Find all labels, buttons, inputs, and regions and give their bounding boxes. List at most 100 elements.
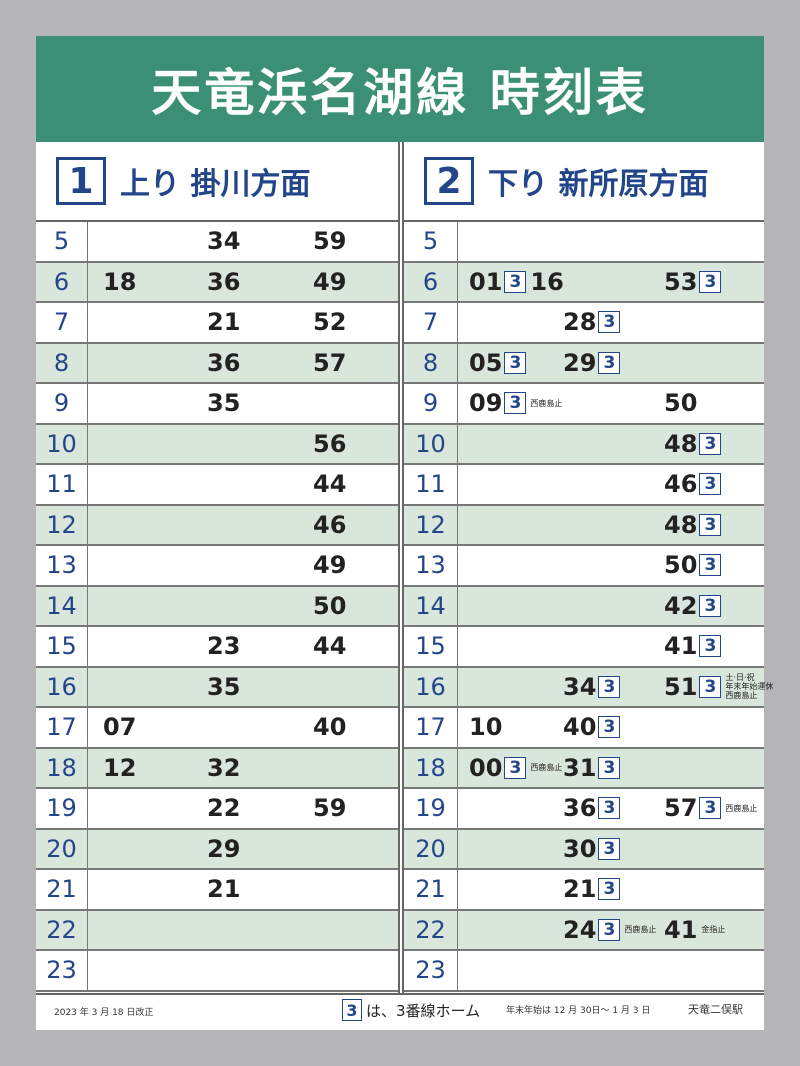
minute-slot: 10 [469, 708, 502, 747]
table-row: 23 [36, 951, 398, 992]
minute-slot: 50 [313, 587, 346, 626]
hour-cell: 23 [36, 951, 88, 990]
minute-slot: 18 [103, 263, 136, 302]
departure-minute: 01 [469, 267, 503, 296]
departure: 30 3 [563, 834, 621, 863]
departure: 29 3 [563, 349, 621, 377]
departure: 34 3 [563, 673, 621, 701]
minute-slot: 09 3 西鹿島止 [469, 384, 562, 423]
departure: 48 3 [664, 430, 722, 458]
table-row: 22 [36, 910, 398, 951]
minute-slot: 51 3 土·日·祝 年末年始運休 西鹿島止 [664, 668, 773, 707]
table-row: 14 50 [36, 586, 398, 627]
hour-cell: 5 [404, 222, 458, 261]
departure-minute: 35 [207, 672, 241, 701]
hour-cell: 12 [404, 505, 458, 544]
departure: 31 3 [563, 754, 621, 782]
minute-slot: 23 [207, 627, 240, 666]
departure-minute: 57 [313, 348, 347, 377]
table-row: 21 21 3 [404, 870, 764, 911]
minute-slot: 28 3 [563, 303, 621, 342]
hour-cell: 7 [404, 303, 458, 342]
platform-3-badge: 3 [598, 675, 621, 698]
platform-3-badge: 3 [504, 351, 527, 374]
minute-slot: 21 [207, 870, 240, 909]
table-row: 7 21 52 [36, 303, 398, 344]
hour-cell: 12 [36, 505, 88, 544]
hour-cell: 22 [404, 910, 458, 949]
departure: 29 [207, 835, 240, 863]
departure-minute: 21 [563, 875, 597, 904]
platform-3-badge: 3 [504, 270, 527, 293]
hour-cell: 9 [36, 384, 88, 423]
departure: 59 [313, 794, 346, 822]
departure-minute: 41 [664, 915, 698, 944]
departure: 44 [313, 470, 346, 498]
departure: 40 3 [563, 713, 621, 741]
table-row: 21 21 [36, 870, 398, 911]
departure-minute: 59 [313, 794, 347, 823]
platform-3-badge: 3 [699, 270, 722, 293]
platform-3-badge: 3 [598, 351, 621, 374]
platform-3-badge: 3 [598, 311, 621, 334]
departure: 50 3 [664, 551, 722, 579]
departure-minute: 22 [207, 794, 241, 823]
table-row: 20 30 3 [404, 829, 764, 870]
table-row: 12 46 [36, 505, 398, 546]
departure-minute: 53 [664, 267, 698, 296]
hour-cell: 17 [404, 708, 458, 747]
departure-minute: 41 [664, 632, 698, 661]
departure-note: 西鹿島止 [624, 925, 657, 935]
hour-cell: 22 [36, 910, 88, 949]
departure-minute: 16 [530, 267, 564, 296]
minute-slot: 34 [207, 222, 240, 261]
departure-minute: 35 [207, 389, 241, 418]
hour-cell: 13 [36, 546, 88, 585]
departure-minute: 21 [207, 308, 241, 337]
platform-3-badge: 3 [504, 392, 527, 415]
departure: 44 [313, 632, 346, 660]
departure-minute: 30 [563, 834, 597, 863]
departure: 28 3 [563, 308, 621, 337]
table-row: 5 34 59 [36, 222, 398, 263]
table-row: 6 18 36 49 [36, 262, 398, 303]
platform-3-badge: 3 [504, 756, 527, 779]
departure: 16 [530, 268, 563, 296]
legend-text: は、3番線ホーム [366, 1001, 481, 1020]
departure: 36 [207, 349, 240, 377]
departure: 59 [313, 227, 346, 255]
minute-slot: 59 [313, 789, 346, 828]
minute-slot: 07 [103, 708, 136, 747]
platform-3-badge: 3 [598, 918, 621, 941]
departure: 53 3 [664, 267, 722, 296]
minute-slot: 44 [313, 627, 346, 666]
departure-minute: 12 [103, 753, 137, 782]
departure: 09 3 西鹿島止 [469, 389, 562, 417]
platform-number: 2 [424, 157, 474, 205]
table-row: 12 48 3 [404, 505, 764, 546]
table-row: 13 50 3 [404, 546, 764, 587]
departure-minute: 09 [469, 389, 503, 418]
minute-slot: 46 3 [664, 465, 722, 504]
platform-3-badge: 3 [342, 999, 362, 1021]
departure: 12 [103, 754, 136, 782]
table-row: 7 28 3 [404, 303, 764, 344]
minute-slot: 00 3 西鹿島止 [469, 749, 562, 788]
departure: 46 [313, 511, 346, 539]
hour-cell: 16 [36, 667, 88, 706]
departure: 07 [103, 713, 136, 741]
minute-slot: 29 3 [563, 344, 621, 383]
platform-3-badge: 3 [699, 594, 722, 617]
departure: 23 [207, 632, 240, 660]
table-row: 10 48 3 [404, 424, 764, 465]
minute-slot: 32 [207, 749, 240, 788]
departure-minute: 28 [563, 308, 597, 337]
minute-slot: 21 [207, 303, 240, 342]
hour-cell: 13 [404, 546, 458, 585]
minute-slot: 57 3 西鹿島止 [664, 789, 757, 828]
minute-slot: 22 [207, 789, 240, 828]
table-row: 22 24 3 西鹿島止 41 金指止 [404, 910, 764, 951]
minute-slot: 41 金指止 [664, 911, 725, 950]
departure-minute: 46 [664, 470, 698, 499]
table-row: 16 34 3 51 3 土·日·祝 年末年始運休 西鹿島止 [404, 667, 773, 708]
